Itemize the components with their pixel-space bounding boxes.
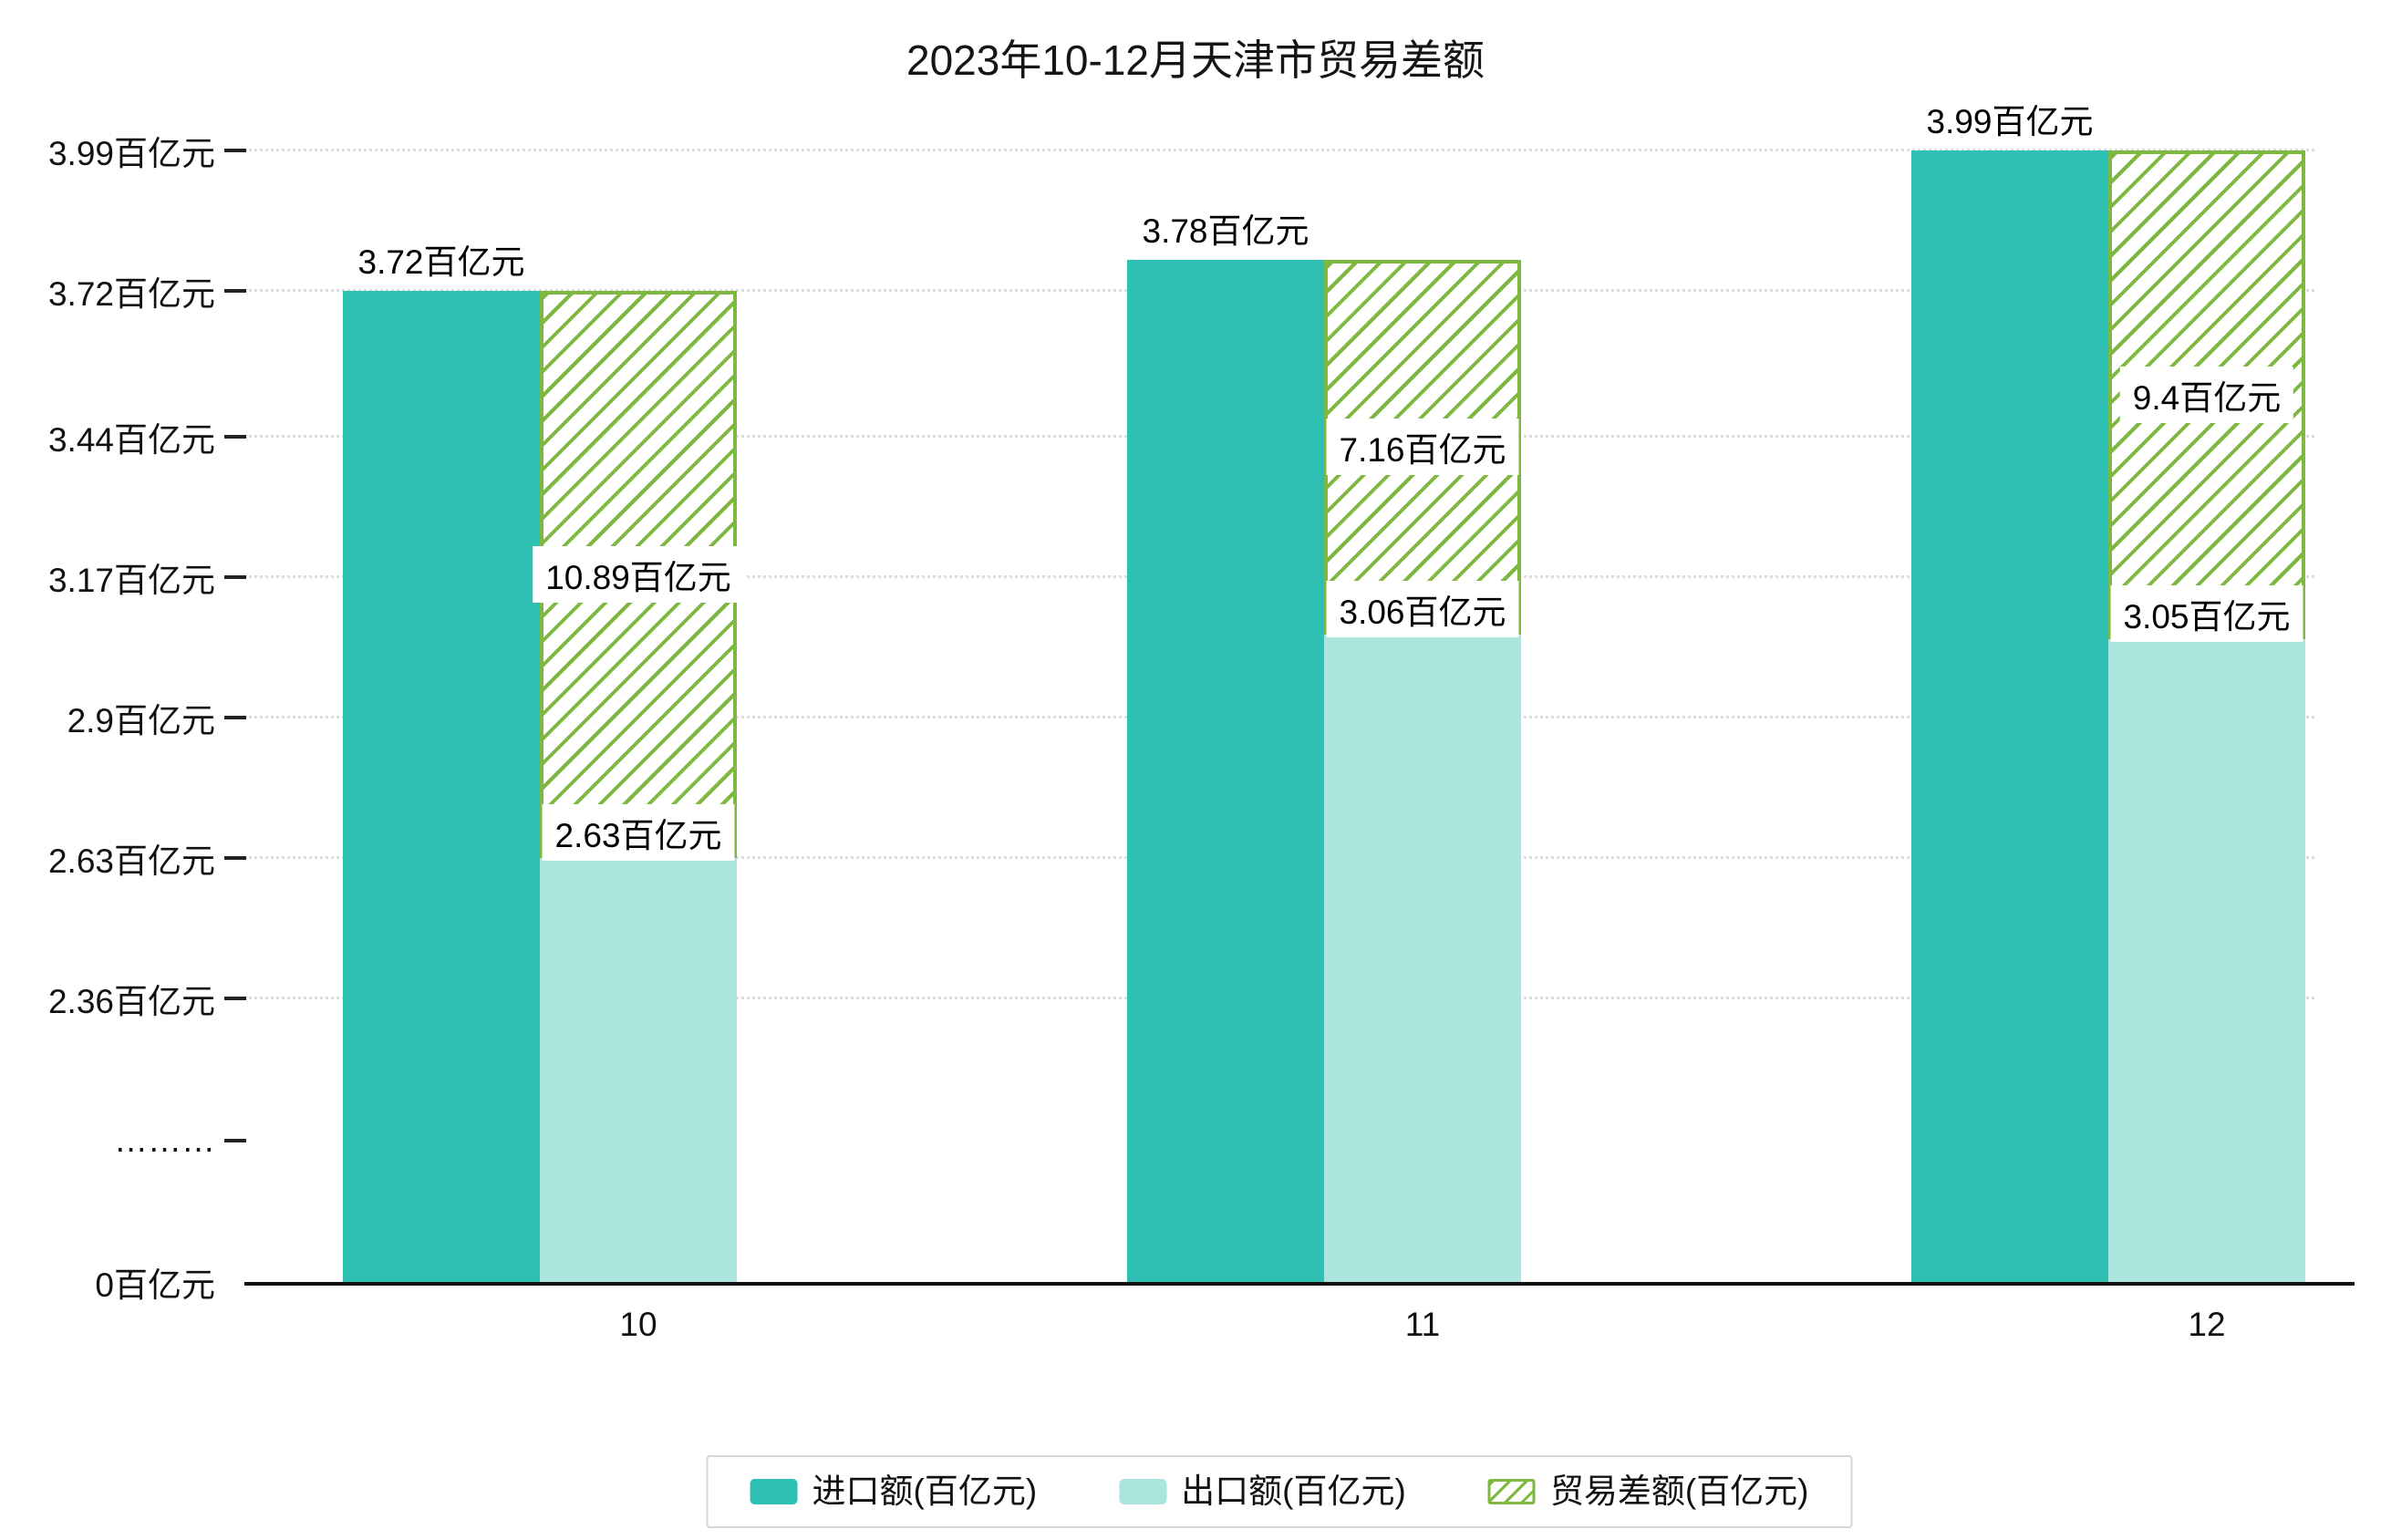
export-value-label: 3.05百亿元: [2110, 585, 2303, 643]
x-tick-label: 10: [619, 1306, 657, 1343]
y-tick-label: 2.63百亿元: [47, 842, 215, 880]
legend: 进口额(百亿元) 出口额(百亿元) 贸易差额(百亿元): [706, 1455, 1853, 1529]
legend-item-import[interactable]: 进口额(百亿元): [750, 1472, 1038, 1512]
import-value-label: 3.99百亿元: [1926, 103, 2094, 140]
y-tick-mark: [224, 715, 246, 719]
x-tick-label: 12: [2188, 1306, 2226, 1343]
export-bar: [1324, 634, 1521, 1282]
export-value-label: 3.06百亿元: [1326, 580, 1519, 637]
export-value-label: 2.63百亿元: [542, 803, 735, 861]
legend-item-label: 进口额(百亿元): [812, 1473, 1038, 1510]
gridline: [244, 149, 2314, 151]
y-tick-mark: [224, 997, 246, 1000]
y-tick-label: 3.44百亿元: [47, 420, 215, 459]
y-tick-mark: [224, 1139, 246, 1142]
import-value-label: 3.72百亿元: [357, 243, 525, 282]
legend-swatch-export: [1119, 1479, 1167, 1505]
y-tick-mark: [224, 149, 246, 152]
export-bar: [540, 857, 737, 1282]
import-bar: [343, 291, 540, 1282]
y-tick-label: 2.36百亿元: [47, 983, 215, 1020]
legend-item-label: 贸易差额(百亿元): [1549, 1473, 1809, 1510]
legend-item-diff[interactable]: 贸易差额(百亿元): [1487, 1472, 1809, 1512]
import-bar: [1911, 150, 2108, 1282]
legend-item-export[interactable]: 出口额(百亿元): [1119, 1472, 1406, 1512]
y-tick-mark: [224, 574, 246, 579]
import-bar: [1127, 259, 1324, 1282]
diff-value-label: 10.89百亿元: [533, 546, 744, 603]
y-tick-label: 3.17百亿元: [47, 561, 215, 599]
y-tick-mark: [224, 855, 246, 860]
y-tick-mark: [224, 289, 246, 294]
legend-swatch-diff: [1487, 1479, 1536, 1505]
diff-value-label: 7.16百亿元: [1326, 419, 1519, 476]
diff-value-label: 9.4百亿元: [2119, 367, 2294, 424]
y-tick-label: 3.99百亿元: [47, 135, 215, 172]
x-axis-line: [244, 1282, 2355, 1286]
y-tick-label: 0百亿元: [95, 1266, 215, 1304]
import-value-label: 3.78百亿元: [1142, 212, 1309, 250]
x-tick-label: 11: [1404, 1306, 1441, 1343]
legend-swatch-import: [750, 1479, 798, 1505]
y-tick-mark: [224, 434, 246, 439]
y-tick-label: ………: [114, 1121, 215, 1159]
chart-title: 2023年10-12月天津市贸易差额: [906, 36, 1485, 84]
legend-item-label: 出口额(百亿元): [1181, 1473, 1406, 1510]
y-tick-label: 2.9百亿元: [67, 701, 215, 739]
y-tick-label: 3.72百亿元: [47, 275, 215, 314]
export-bar: [2108, 639, 2305, 1282]
